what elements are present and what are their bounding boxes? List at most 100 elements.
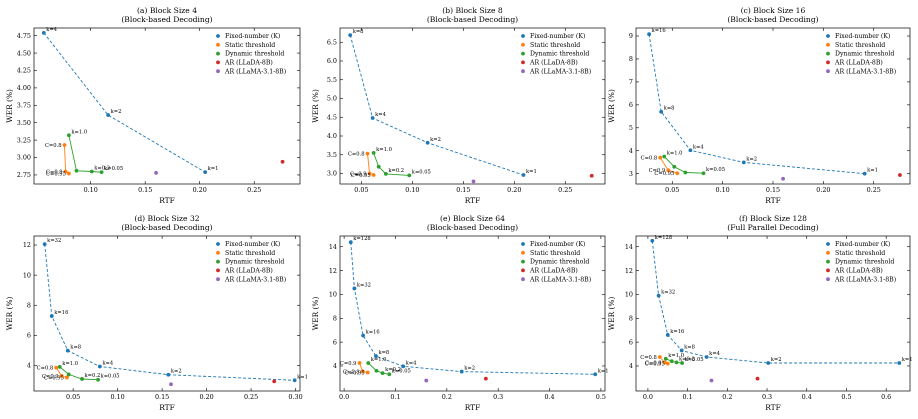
- data-point: [352, 286, 357, 291]
- point-label: k=32: [357, 282, 371, 288]
- data-point: [387, 372, 392, 377]
- x-axis-label: RTF: [465, 403, 481, 412]
- series-static-threshold: C=0.8 C=0.9C=0.95: [348, 152, 376, 179]
- y-axis-label: WER (%): [607, 89, 616, 123]
- y-tick-label: 4.75: [17, 32, 31, 40]
- point-label: k=4: [693, 144, 704, 150]
- x-tick-label: 0.05: [354, 186, 368, 194]
- point-label: k=1: [208, 166, 219, 172]
- data-point: [425, 140, 430, 145]
- series-line: [64, 144, 70, 174]
- y-tick-label: 12: [23, 241, 31, 249]
- data-point: [371, 173, 376, 177]
- data-point: [672, 164, 677, 169]
- series-ar-llada-8b: [589, 173, 594, 178]
- data-point: [666, 168, 671, 173]
- data-point: [674, 360, 679, 365]
- legend: Fixed-number (K) Static threshold Dynamic …: [826, 241, 896, 283]
- data-point: [106, 113, 111, 117]
- point-label: k=8: [70, 345, 81, 351]
- x-tick-label: 0.5: [841, 393, 851, 401]
- y-tick-label: 4.25: [17, 67, 31, 75]
- data-point: [593, 372, 598, 377]
- series-fixed-number-k: k=8 k=4 k=2 k=1: [348, 29, 537, 177]
- legend-marker: [216, 60, 220, 65]
- data-point: [383, 171, 388, 176]
- point-label: k=1.0: [371, 357, 387, 363]
- point-label: k=128: [655, 235, 672, 241]
- series-ar-llada-8b: [272, 379, 277, 384]
- y-tick-label: 14: [329, 243, 337, 251]
- series-line: [663, 156, 704, 174]
- data-point: [766, 361, 771, 365]
- point-label: k=4: [375, 112, 386, 118]
- legend-marker: [826, 242, 830, 246]
- legend-marker: [216, 51, 220, 56]
- data-point: [361, 333, 366, 338]
- data-point: [348, 240, 353, 245]
- legend-marker: [216, 42, 220, 47]
- legend-label: Dynamic threshold: [225, 51, 284, 58]
- point-label: C=0.8: [37, 366, 54, 372]
- data-point: [424, 378, 429, 383]
- point-label: k=0.2: [388, 168, 404, 174]
- legend-marker: [216, 242, 220, 246]
- legend-marker: [521, 60, 525, 65]
- legend-marker: [216, 250, 220, 255]
- series-ar-llada-8b: [755, 376, 760, 381]
- panel-4: (d) Block Size 32(Block-based Decoding) 0…: [5, 214, 308, 412]
- series-dynamic-threshold: k=1.0k=0.2k=0.05: [366, 357, 411, 377]
- data-point: [741, 160, 746, 165]
- y-tick-label: 5: [629, 124, 633, 132]
- panel-5: (e) Block Size 64(Block-based Decoding) 0…: [311, 214, 609, 412]
- data-point: [665, 361, 670, 366]
- series-dynamic-threshold: k=1.0k=0.2k=0.05: [663, 353, 704, 365]
- data-point: [897, 361, 902, 365]
- data-point: [99, 170, 104, 175]
- data-point: [154, 170, 158, 175]
- legend-label: Dynamic threshold: [530, 51, 589, 58]
- point-label: k=1.0: [668, 353, 684, 359]
- series-line: [665, 358, 683, 364]
- point-label: k=1.0: [71, 129, 87, 135]
- data-point: [662, 154, 667, 159]
- point-label: k=0.2: [85, 373, 101, 379]
- point-label: k=2: [111, 109, 122, 115]
- y-tick-label: 4.0: [327, 132, 337, 140]
- point-label: k=0.2: [679, 356, 695, 362]
- x-tick-label: 0.25: [558, 186, 572, 194]
- point-label: C=0.95: [46, 172, 66, 178]
- series-dynamic-threshold: k=1.0 k=0.05: [662, 150, 725, 176]
- series-static-threshold: C=0.8 C=0.9C=0.95: [641, 156, 680, 177]
- data-point: [665, 333, 670, 337]
- point-label: k=1.0: [62, 361, 78, 367]
- point-label: k=4: [406, 360, 417, 366]
- data-point: [657, 355, 662, 359]
- y-tick-label: 10: [625, 291, 633, 299]
- legend-marker: [521, 242, 525, 246]
- point-label: k=1: [526, 169, 537, 175]
- legend-marker: [826, 42, 830, 47]
- y-axis-label: WER (%): [5, 89, 14, 123]
- y-tick-label: 4: [629, 147, 633, 155]
- point-label: k=8: [353, 29, 364, 35]
- legend-label: Static threshold: [835, 250, 885, 257]
- legend-label: AR (LLaDA-8B): [224, 268, 273, 275]
- point-label: k=0.2: [385, 367, 401, 373]
- legend-label: AR (LLaMA-3.1-8B): [529, 68, 591, 75]
- series-ar-llama-3-1-8b: [154, 170, 158, 175]
- x-tick-label: 0.0: [339, 393, 349, 401]
- y-tick-label: 4: [333, 362, 337, 370]
- y-tick-label: 5.5: [327, 76, 337, 84]
- series-fixed-number-k: k=128 k=32 k=16 k=8 k=4 k=2 k=1: [348, 236, 609, 377]
- series-ar-llama-3-1-8b: [709, 378, 714, 383]
- data-point: [376, 164, 381, 169]
- x-tick-label: 0.1: [683, 393, 693, 401]
- point-label: k=2: [771, 357, 782, 363]
- data-point: [66, 372, 71, 377]
- legend-label: AR (LLaDA-8B): [224, 60, 273, 67]
- x-tick-label: 0.25: [247, 186, 261, 194]
- legend-label: Dynamic threshold: [225, 259, 284, 266]
- point-label: k=32: [661, 290, 675, 296]
- point-label: C=0.9: [649, 168, 666, 174]
